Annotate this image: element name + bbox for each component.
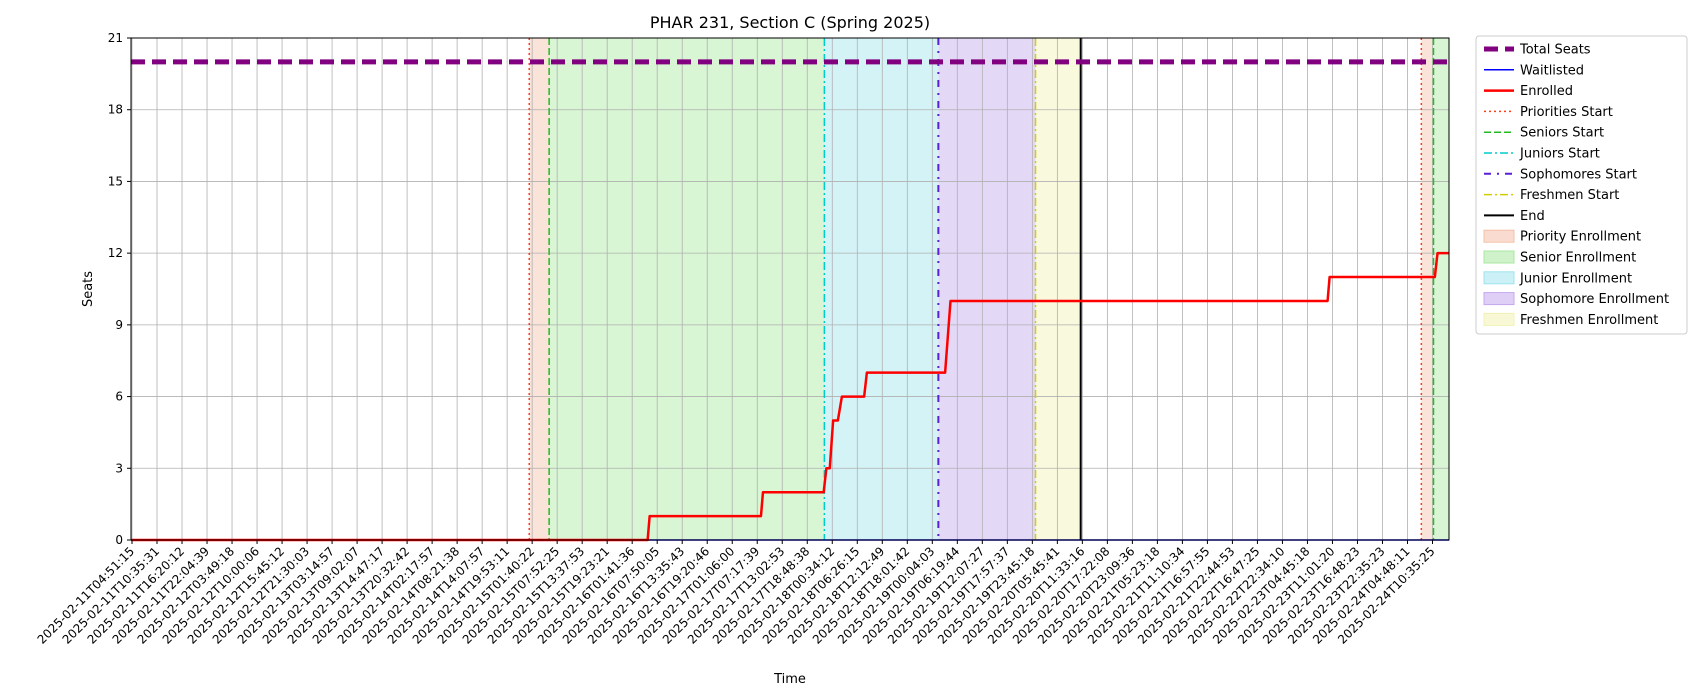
legend-item-freshmen-start: Freshmen Start bbox=[1484, 188, 1619, 203]
legend-label: Junior Enrollment bbox=[1519, 271, 1632, 286]
legend-item-sophomore-enrollment: Sophomore Enrollment bbox=[1483, 292, 1669, 307]
legend-label: Priority Enrollment bbox=[1520, 230, 1641, 245]
phase-markers bbox=[528, 38, 1435, 540]
region-priority-enrollment-2 bbox=[1421, 38, 1434, 540]
legend-item-junior-enrollment: Junior Enrollment bbox=[1483, 271, 1632, 286]
legend-box bbox=[1475, 35, 1688, 335]
y-axis-ticks: 0 3 6 9 12 15 18 21 bbox=[108, 31, 131, 547]
legend-label: Waitlisted bbox=[1520, 63, 1584, 78]
y-axis-label: Seats bbox=[81, 271, 96, 307]
legend-item-end: End bbox=[1484, 209, 1545, 224]
legend-item-juniors-start: Juniors Start bbox=[1484, 147, 1600, 162]
region-senior-enrollment-1 bbox=[549, 38, 825, 540]
legend-item-seniors-start: Seniors Start bbox=[1484, 126, 1604, 141]
legend-item-sophomores-start: Sophomores Start bbox=[1484, 167, 1637, 182]
region-freshmen-enrollment-1 bbox=[1035, 38, 1081, 540]
y-tick-label: 0 bbox=[115, 533, 123, 547]
legend-label: Juniors Start bbox=[1519, 147, 1600, 162]
legend-swatch bbox=[1483, 229, 1515, 243]
legend-label: Senior Enrollment bbox=[1520, 251, 1636, 266]
y-tick-label: 15 bbox=[108, 174, 123, 188]
legend-swatch bbox=[1483, 312, 1515, 326]
region-sophomore-enrollment-1 bbox=[938, 38, 1036, 540]
legend-label: Total Seats bbox=[1519, 43, 1591, 58]
region-junior-enrollment-1 bbox=[824, 38, 939, 540]
legend-swatch bbox=[1483, 271, 1515, 285]
legend-label: Sophomores Start bbox=[1520, 167, 1637, 182]
legend-label: Freshmen Enrollment bbox=[1520, 313, 1658, 328]
legend-item-priorities-start: Priorities Start bbox=[1484, 105, 1613, 120]
y-tick-label: 18 bbox=[108, 103, 123, 117]
region-senior-enrollment-2 bbox=[1433, 38, 1449, 540]
enrollment-regions bbox=[529, 38, 1449, 540]
y-tick-label: 21 bbox=[108, 31, 123, 45]
legend-label: Freshmen Start bbox=[1520, 188, 1619, 203]
legend-item-waitlisted: Waitlisted bbox=[1484, 63, 1584, 78]
legend-label: Seniors Start bbox=[1520, 126, 1604, 141]
y-tick-label: 3 bbox=[115, 461, 123, 475]
region-priority-enrollment-1 bbox=[529, 38, 550, 540]
legend-item-senior-enrollment: Senior Enrollment bbox=[1483, 250, 1636, 266]
legend-item-priority-enrollment: Priority Enrollment bbox=[1483, 229, 1641, 245]
x-axis-ticks: 2025-02-11T04:51:152025-02-11T10:35:3120… bbox=[35, 540, 1438, 647]
legend-label: Enrolled bbox=[1520, 84, 1573, 99]
y-tick-label: 6 bbox=[115, 390, 123, 404]
plot-frame bbox=[130, 37, 1450, 541]
series-enrolled bbox=[131, 251, 1449, 542]
legend-label: Priorities Start bbox=[1520, 105, 1613, 120]
chart-title: PHAR 231, Section C (Spring 2025) bbox=[650, 13, 930, 32]
legend-swatch bbox=[1483, 250, 1515, 264]
legend-swatch bbox=[1483, 292, 1515, 306]
y-tick-label: 9 bbox=[115, 318, 123, 332]
y-tick-label: 12 bbox=[108, 246, 123, 260]
legend-item-freshmen-enrollment: Freshmen Enrollment bbox=[1483, 312, 1658, 328]
x-axis-label: Time bbox=[773, 672, 806, 687]
legend-item-total-seats: Total Seats bbox=[1484, 43, 1591, 58]
legend-item-enrolled: Enrolled bbox=[1484, 84, 1573, 99]
legend-label: Sophomore Enrollment bbox=[1520, 292, 1669, 307]
grid-lines bbox=[131, 37, 1449, 541]
legend-label: End bbox=[1520, 209, 1545, 224]
legend: Total Seats Waitlisted Enrolled Priorities … bbox=[1475, 35, 1688, 335]
